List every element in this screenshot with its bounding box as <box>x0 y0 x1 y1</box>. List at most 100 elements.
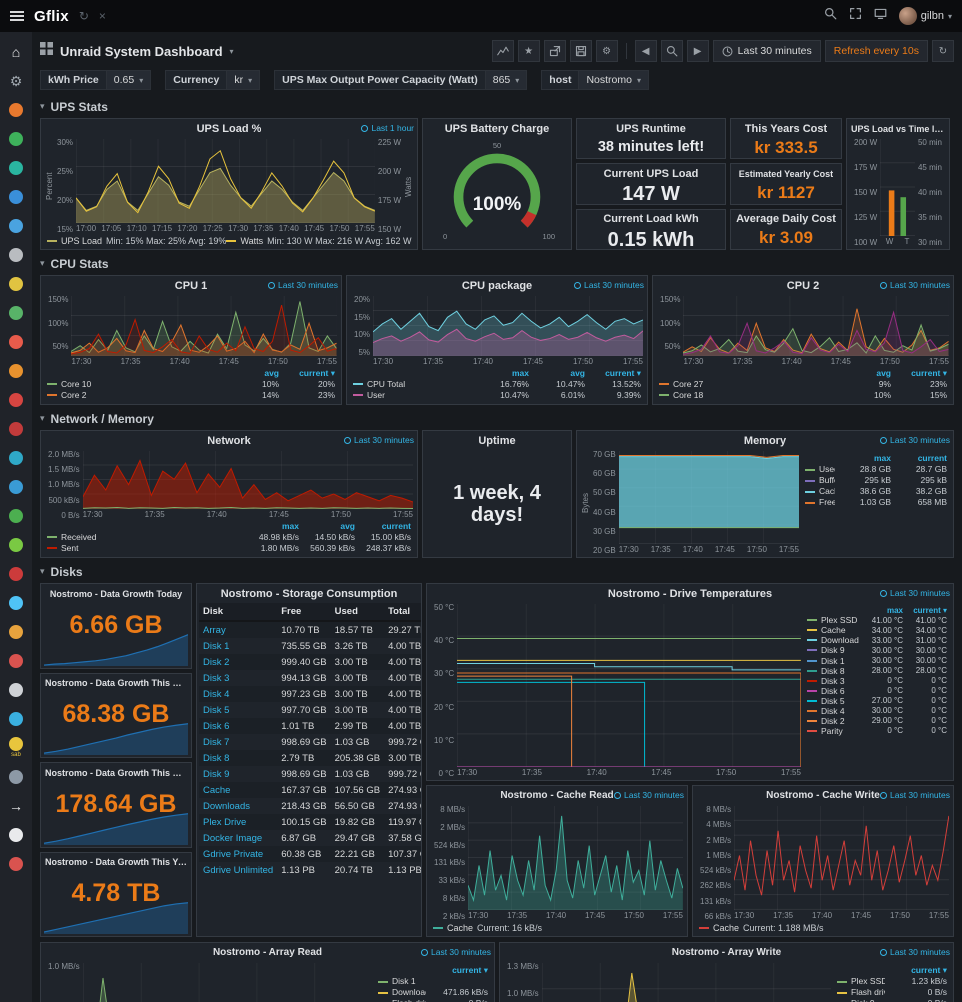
sidebar-item-logout[interactable]: → <box>0 791 32 820</box>
user-menu[interactable]: gilbn ▾ <box>898 7 952 25</box>
disk-name-cell[interactable]: Disk 3 <box>203 672 230 684</box>
tv-mode-icon[interactable] <box>874 7 887 25</box>
panel-header[interactable]: Nostromo - Data Growth This Week <box>45 678 187 688</box>
dashboard-picker-icon[interactable] <box>40 42 53 60</box>
search-icon[interactable] <box>824 7 837 25</box>
panel-header[interactable]: Nostromo - Data Growth This Month <box>45 767 187 778</box>
sidebar-item-app-pihole[interactable] <box>0 385 32 414</box>
sidebar-item-app-ruby[interactable] <box>0 646 32 675</box>
panel-header[interactable]: Nostromo - Cache Read Last 30 minutes <box>500 790 684 801</box>
legend-column-header[interactable]: avg <box>570 367 585 378</box>
legend-series-name[interactable]: Disk 1 <box>807 656 859 666</box>
legend-series-name[interactable]: Plex SSD <box>837 976 885 987</box>
variable-value-dropdown[interactable]: 0.65 ▾ <box>106 70 152 90</box>
save-button[interactable] <box>569 40 592 62</box>
column-header[interactable]: Used <box>330 603 385 622</box>
hamburger-icon[interactable] <box>10 11 24 21</box>
sidebar-item-app-sab[interactable]: sab <box>0 733 32 762</box>
sidebar-item-github[interactable] <box>0 820 32 849</box>
sidebar-item-app-unraid[interactable] <box>0 95 32 124</box>
panel-header[interactable]: Nostromo - Storage Consumption <box>220 587 398 600</box>
star-button[interactable]: ★ <box>517 40 540 62</box>
legend-series-name[interactable]: Disk 1 <box>378 976 426 987</box>
panel-header[interactable]: UPS Load % Last 1 hour <box>41 119 417 138</box>
dashboard-title[interactable]: Unraid System Dashboard <box>60 43 223 59</box>
legend-item[interactable]: UPS Load Min: 15% Max: 25% Avg: 19% <box>47 235 226 246</box>
panel-header[interactable]: Nostromo - Array Write Last 30 minutes <box>671 947 950 958</box>
legend-series-name[interactable]: Cached <box>805 486 835 497</box>
legend-series-name[interactable]: Free <box>805 497 835 508</box>
legend-column-header[interactable]: max <box>511 367 529 378</box>
column-header[interactable]: Total <box>384 603 421 622</box>
legend-series-name[interactable]: Disk 9 <box>837 998 885 1002</box>
time-range-picker[interactable]: Last 30 minutes <box>712 40 821 62</box>
sidebar-item-app-emby[interactable] <box>0 124 32 153</box>
legend-column-header[interactable]: current ▾ <box>913 606 947 615</box>
sidebar-item-home[interactable]: ⌂ <box>0 37 32 66</box>
legend-series-name[interactable]: Core 2 <box>47 390 223 401</box>
time-range-badge[interactable]: Last 30 minutes <box>573 280 644 290</box>
panel-header[interactable]: Estimated Yearly Cost <box>738 168 834 179</box>
sidebar-item-app-droplet[interactable] <box>0 704 32 733</box>
sidebar-item-app-book[interactable] <box>0 762 32 791</box>
settings-gear-icon[interactable]: ⚙ <box>595 40 618 62</box>
legend-series-name[interactable]: Flash drive <box>378 998 426 1002</box>
legend-column-header[interactable]: current ▾ <box>452 965 488 975</box>
legend-column-header[interactable]: avg <box>340 520 355 531</box>
panel-header[interactable]: UPS Load vs Time left <box>851 123 945 134</box>
sync-icon[interactable]: ↻ <box>78 9 89 23</box>
variable-value-dropdown[interactable]: kr ▾ <box>227 70 261 90</box>
legend-series-name[interactable]: Disk 4 <box>807 706 859 716</box>
legend-series-name[interactable]: Sent <box>47 543 243 554</box>
panel-header[interactable]: Nostromo - Drive Temperatures Last 30 mi… <box>607 587 950 600</box>
disk-name-cell[interactable]: Cache <box>203 784 231 796</box>
panel-header[interactable]: Current Load kWh <box>603 213 699 226</box>
disk-name-cell[interactable]: Disk 5 <box>203 704 230 716</box>
row-header-ups-stats[interactable]: ▾ UPS Stats <box>40 99 108 114</box>
sidebar-item-app-pin[interactable] <box>0 849 32 878</box>
plot-area[interactable] <box>880 139 915 236</box>
time-range-badge[interactable]: Last 30 minutes <box>879 947 950 957</box>
legend-column-header[interactable]: max <box>873 453 891 463</box>
legend-column-header[interactable]: current ▾ <box>605 367 641 378</box>
time-range-badge[interactable]: Last 1 hour <box>361 123 414 133</box>
time-range-badge[interactable]: Last 30 minutes <box>879 435 950 445</box>
legend-series-name[interactable]: Flash drive <box>837 987 885 998</box>
disk-name-cell[interactable]: Disk 4 <box>203 688 230 700</box>
time-range-badge[interactable]: Last 30 minutes <box>879 280 950 290</box>
share-button[interactable] <box>543 40 566 62</box>
row-header-cpu-stats[interactable]: ▾ CPU Stats <box>40 256 109 271</box>
disk-name-cell[interactable]: Disk 1 <box>203 640 230 652</box>
legend-column-header[interactable]: avg <box>264 367 279 378</box>
fullscreen-icon[interactable] <box>849 7 862 25</box>
panel-header[interactable]: CPU package Last 30 minutes <box>461 279 644 292</box>
sidebar-item-app-diamond[interactable] <box>0 617 32 646</box>
sidebar-item-app-radarr[interactable] <box>0 501 32 530</box>
disk-name-cell[interactable]: Plex Drive <box>203 816 247 828</box>
sidebar-item-app-flood[interactable] <box>0 588 32 617</box>
legend-series-name[interactable]: CPU Total <box>353 379 473 390</box>
sidebar-item-app-jackett[interactable] <box>0 356 32 385</box>
legend-series-name[interactable]: Disk 9 <box>807 645 859 655</box>
close-icon[interactable]: × <box>98 9 106 23</box>
sidebar-item-settings[interactable]: ⚙ <box>0 66 32 95</box>
sidebar-item-app-green[interactable] <box>0 298 32 327</box>
plot-area[interactable] <box>468 806 683 910</box>
panel-header[interactable]: UPS Battery Charge <box>444 122 550 135</box>
legend-series-name[interactable]: Disk 2 <box>807 716 859 726</box>
time-range-badge[interactable]: Last 30 minutes <box>343 435 414 445</box>
legend-series-name[interactable]: Downloads <box>807 635 859 645</box>
time-range-badge[interactable]: Last 30 minutes <box>879 790 950 800</box>
sidebar-item-app-agent[interactable] <box>0 240 32 269</box>
sidebar-item-app-letsencrypt[interactable] <box>0 153 32 182</box>
disk-name-cell[interactable]: Disk 6 <box>203 720 230 732</box>
legend-series-name[interactable]: Received <box>47 532 243 543</box>
panel-header[interactable]: Network Last 30 minutes <box>207 434 414 447</box>
plot-area[interactable] <box>82 451 413 509</box>
legend-series-name[interactable]: Used <box>805 464 835 475</box>
disk-name-cell[interactable]: Docker Image <box>203 832 263 844</box>
legend-series-name[interactable]: Disk 8 <box>807 666 859 676</box>
panel-header[interactable]: Nostromo - Cache Write Last 30 minutes <box>766 790 950 801</box>
legend-item[interactable]: Cache Current: 16 kB/s <box>433 922 542 933</box>
panel-header[interactable]: CPU 1 Last 30 minutes <box>174 279 338 292</box>
